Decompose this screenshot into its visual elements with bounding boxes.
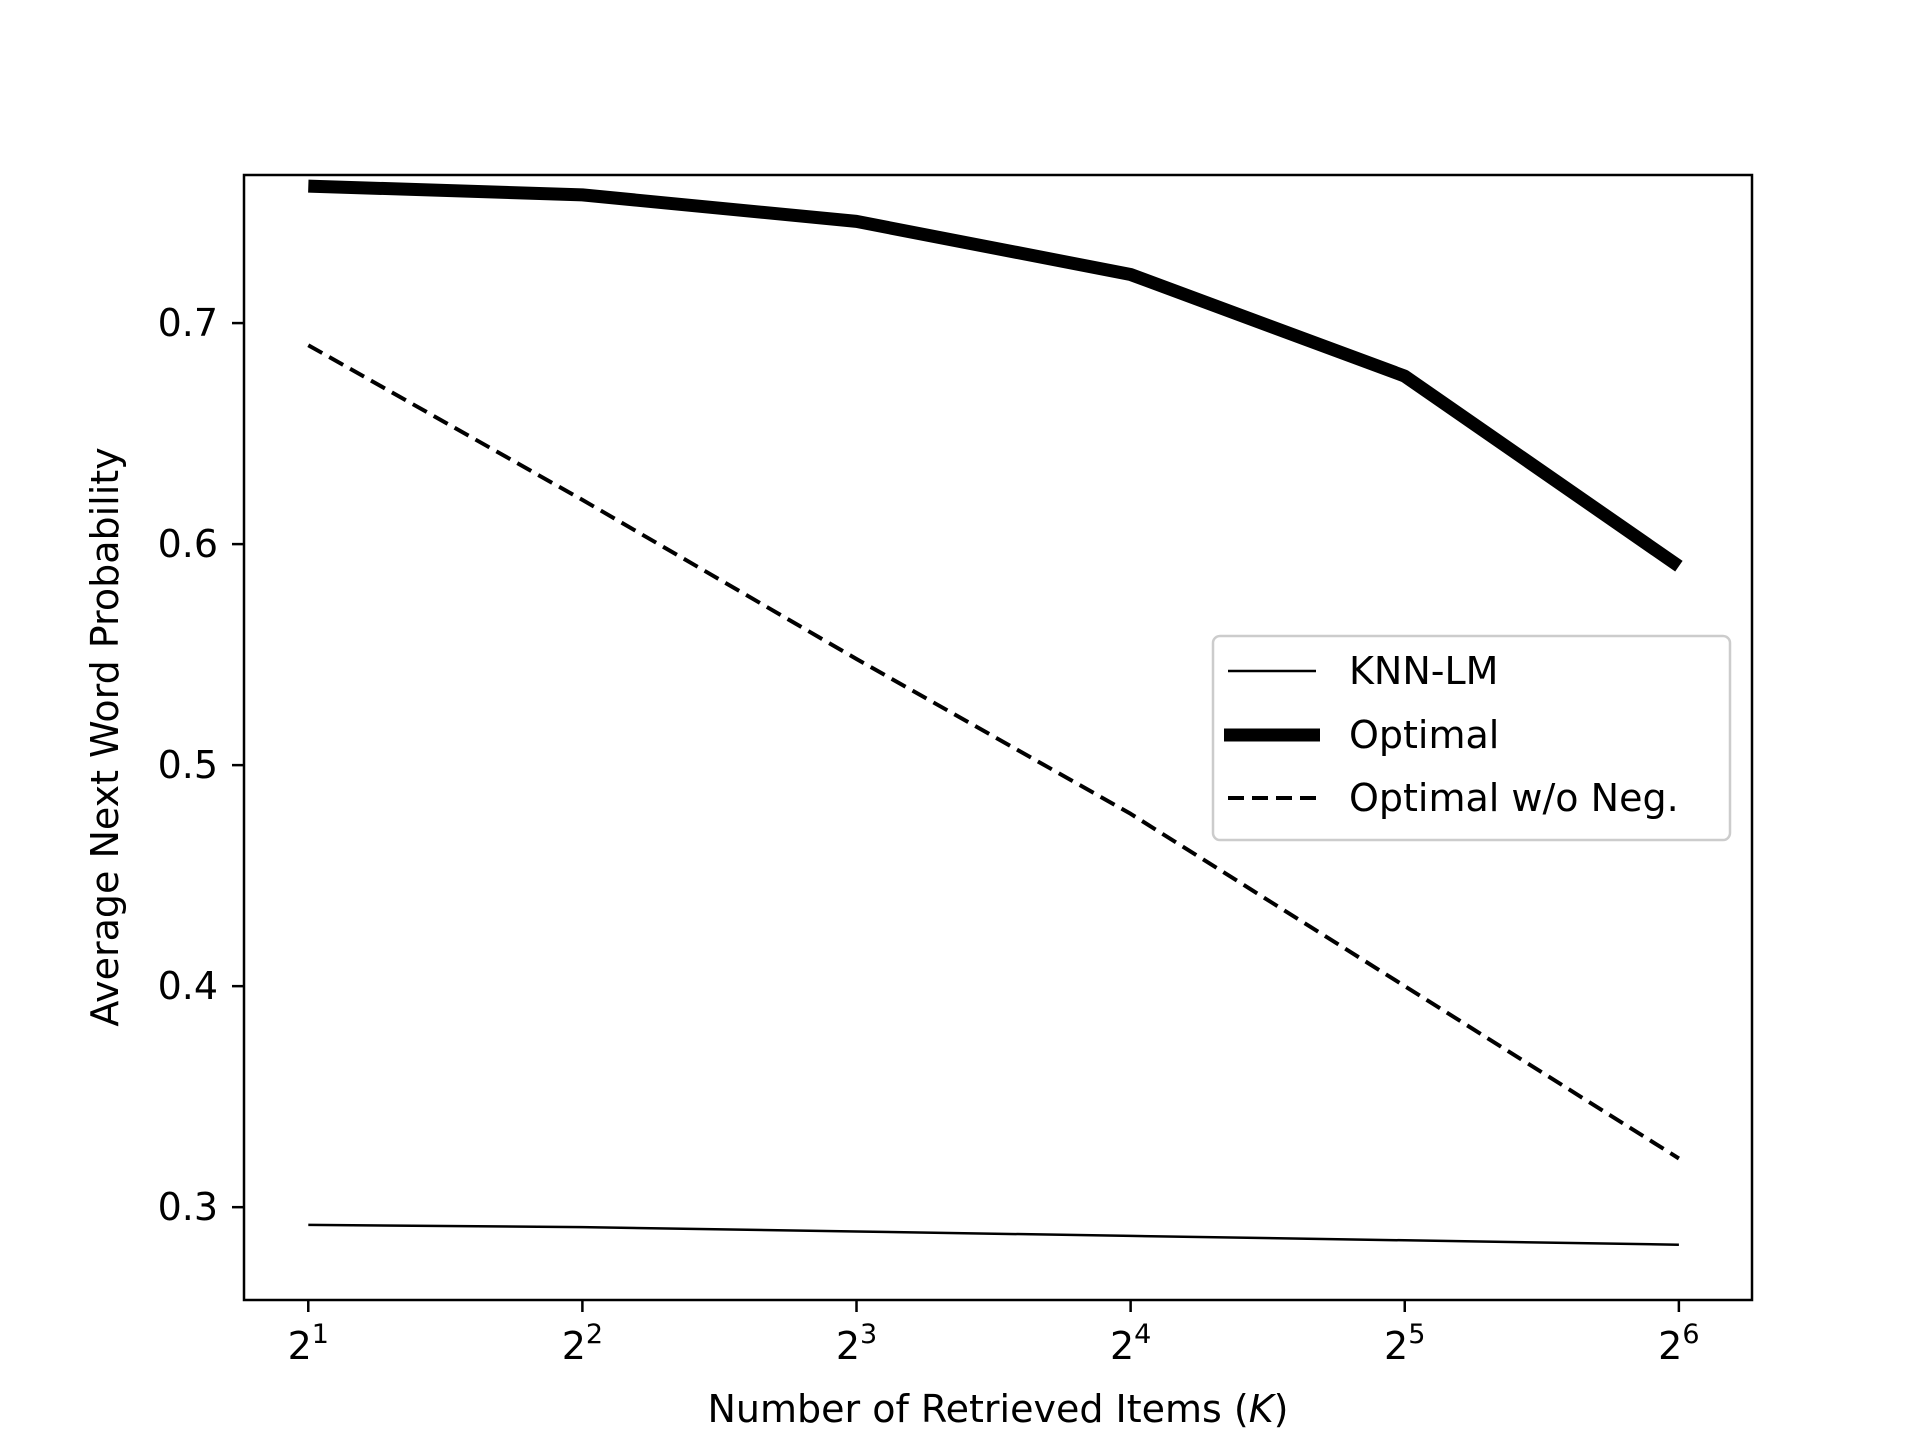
- x-tick-label: 21: [288, 1319, 329, 1368]
- x-axis-title: Number of Retrieved Items (K): [708, 1387, 1289, 1431]
- legend-label-optimal: Optimal: [1349, 713, 1499, 757]
- y-tick-label: 0.5: [158, 743, 218, 787]
- x-tick-label: 23: [836, 1319, 877, 1368]
- y-tick-label: 0.3: [158, 1185, 218, 1229]
- x-tick-label: 24: [1110, 1319, 1151, 1368]
- y-axis-title: Average Next Word Probability: [83, 447, 127, 1026]
- legend: KNN-LM Optimal Optimal w/o Neg.: [1211, 634, 1732, 842]
- ticks-layer: 21 22 23 24 25 26 0.3 0.4 0.5 0.6 0.7: [158, 301, 1700, 1368]
- y-tick-label: 0.7: [158, 301, 218, 345]
- y-tick-label: 0.4: [158, 964, 218, 1008]
- y-tick-label: 0.6: [158, 522, 218, 566]
- x-tick-label: 25: [1384, 1319, 1425, 1368]
- series-line-1: [308, 179, 1683, 572]
- series-line-0: [308, 1223, 1679, 1246]
- x-axis-title-prefix: Number of Retrieved Items (: [708, 1387, 1249, 1431]
- legend-label-knn-lm: KNN-LM: [1349, 649, 1498, 693]
- x-axis-title-variable: K: [1249, 1387, 1277, 1431]
- series-line-2: [307, 343, 1680, 1161]
- series-layer: [307, 179, 1683, 1246]
- x-tick-label: 22: [562, 1319, 603, 1368]
- x-tick-label: 26: [1658, 1319, 1699, 1368]
- legend-box: [1211, 634, 1732, 842]
- x-axis-title-suffix: ): [1274, 1387, 1289, 1431]
- plot-frame: [242, 173, 1754, 1302]
- legend-label-optimal-wo-neg: Optimal w/o Neg.: [1349, 776, 1679, 820]
